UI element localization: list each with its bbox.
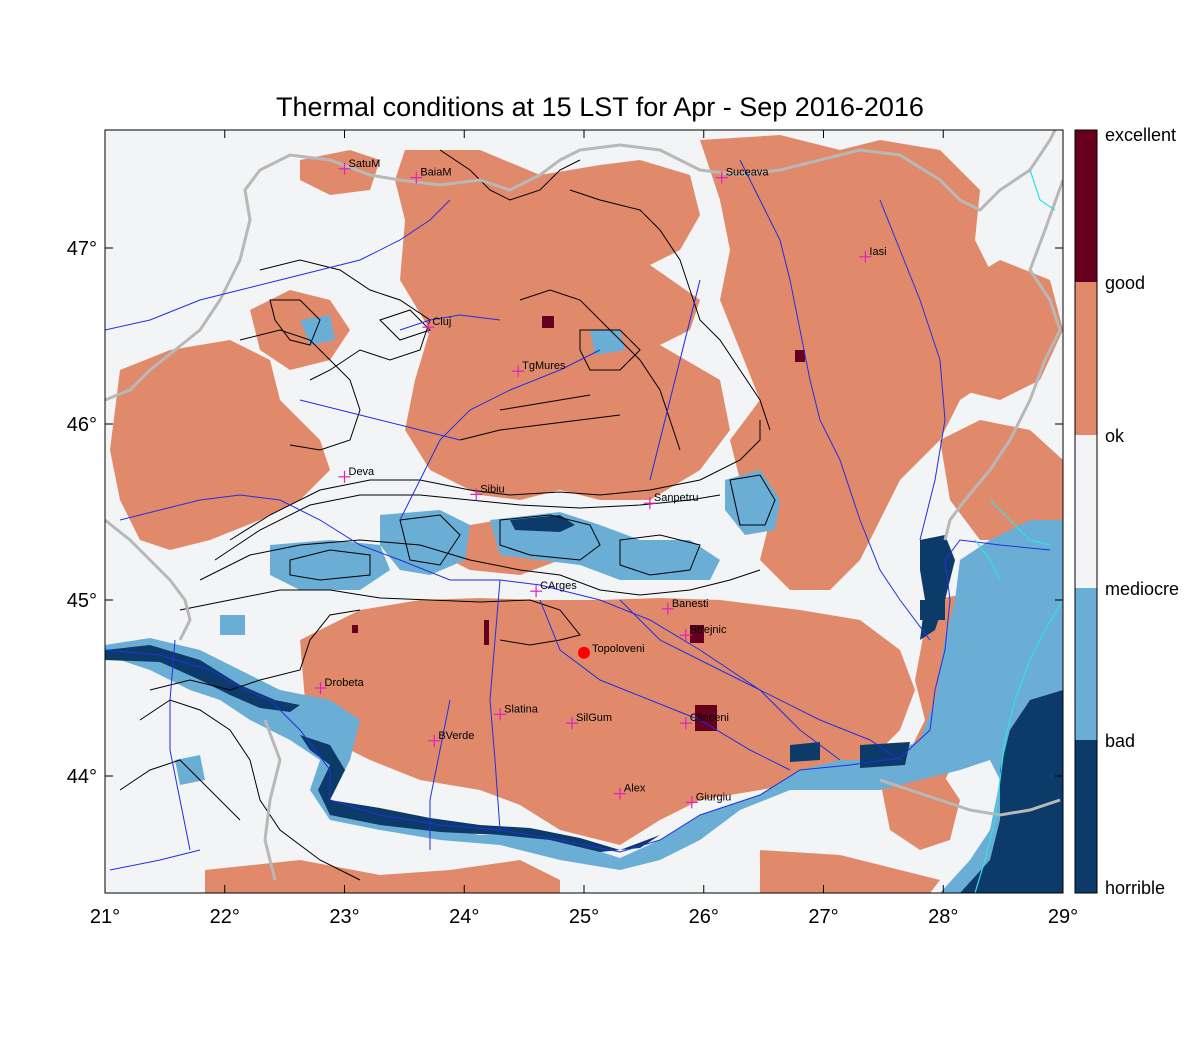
elevation-contours [119, 149, 776, 881]
station-clinceni: Clinceni [679, 712, 729, 730]
colorbar-excellent [1075, 130, 1097, 282]
station-label: Giurgiu [696, 791, 731, 803]
station-label: Slatina [504, 703, 539, 715]
station-strejnic: Strejnic [679, 624, 727, 642]
station-bverde: BVerde [428, 730, 474, 747]
station-drobeta: Drobeta [314, 677, 365, 694]
x-tick-label: 26° [689, 906, 719, 928]
station-label: SatuM [349, 158, 381, 170]
x-tick-label: 29° [1048, 906, 1078, 928]
stations-layer: SatuM BaiaM Suceava Iasi Cluj TgMures Deva Sibi… [314, 158, 887, 809]
x-tick-label: 28° [928, 906, 958, 928]
station-label: Strejnic [690, 624, 727, 636]
excellent-zones [352, 316, 805, 731]
colorbar-mediocre [1075, 588, 1097, 740]
y-tick-label: 44° [67, 766, 97, 788]
colorbar-ok [1075, 435, 1097, 588]
location-dot-icon [578, 646, 590, 659]
station-deva: Deva [338, 466, 376, 483]
station-label: Cluj [432, 316, 451, 328]
bad-zones [105, 515, 1063, 893]
station-sanpetru: Sanpetru [643, 492, 699, 510]
x-tick-label: 25° [569, 906, 599, 928]
country-border [105, 130, 1057, 402]
station-label: Banesti [672, 598, 709, 610]
station-suceava: Suceava [715, 167, 770, 184]
station-silgum: SilGum [566, 712, 612, 730]
station-label: TgMures [522, 360, 566, 372]
colorbar-label-bad: bad [1105, 731, 1135, 751]
station-label: CArges [540, 580, 577, 592]
x-tick-label: 27° [808, 906, 838, 928]
station-label: Drobeta [325, 677, 365, 689]
station-label: Sibiu [480, 483, 504, 495]
y-tick-label: 45° [67, 590, 97, 612]
y-tick-label: 47° [67, 238, 97, 260]
colorbar-label-mediocre: mediocre [1105, 579, 1179, 599]
station-sibiu: Sibiu [470, 483, 505, 501]
map-title: Thermal conditions at 15 LST for Apr - S… [276, 92, 924, 122]
colorbar-label-ok: ok [1105, 426, 1125, 446]
coastline [974, 169, 1063, 893]
station-cluj: Cluj [422, 316, 451, 334]
station-tgmures: TgMures [512, 360, 566, 378]
x-tick-label: 22° [210, 906, 240, 928]
colorbar-label-excellent: excellent [1105, 125, 1176, 145]
station-label: BVerde [438, 730, 474, 742]
station-slatina: Slatina [494, 703, 539, 721]
station-label: BaiaM [420, 167, 451, 179]
colorbar: excellent good ok mediocre bad horrible [1074, 125, 1179, 898]
station-label: Sanpetru [654, 492, 699, 504]
station-alex: Alex [613, 783, 646, 800]
axis-ticks: 21° 22° 23° 24° 25° 26° 27° 28° 29° 44° 45° 46° 47° [67, 130, 1078, 928]
colorbar-label-horrible: horrible [1105, 878, 1165, 898]
colorbar-frame [1074, 129, 1098, 894]
station-baiam: BaiaM [410, 167, 452, 184]
station-label: Suceava [726, 167, 770, 179]
station-satum: SatuM [338, 158, 381, 175]
rivers [105, 159, 1051, 871]
station-label: Alex [624, 783, 646, 795]
x-tick-label: 21° [90, 906, 120, 928]
station-label: Deva [349, 466, 376, 478]
station-label: Clinceni [690, 712, 729, 724]
marker-topoloveni: Topoloveni [578, 643, 645, 659]
station-giurgiu: Giurgiu [685, 791, 731, 809]
map-area [105, 130, 1063, 893]
colorbar-good [1075, 282, 1097, 435]
y-tick-label: 46° [67, 414, 97, 436]
station-carges: CArges [530, 580, 577, 598]
colorbar-bad [1075, 740, 1097, 893]
marker-label: Topoloveni [592, 643, 645, 655]
station-label: Iasi [869, 246, 886, 258]
station-label: SilGum [576, 712, 612, 724]
station-banesti: Banesti [661, 598, 709, 615]
colorbar-label-good: good [1105, 273, 1145, 293]
x-tick-label: 24° [449, 906, 479, 928]
x-tick-label: 23° [329, 906, 359, 928]
station-iasi: Iasi [859, 246, 887, 263]
